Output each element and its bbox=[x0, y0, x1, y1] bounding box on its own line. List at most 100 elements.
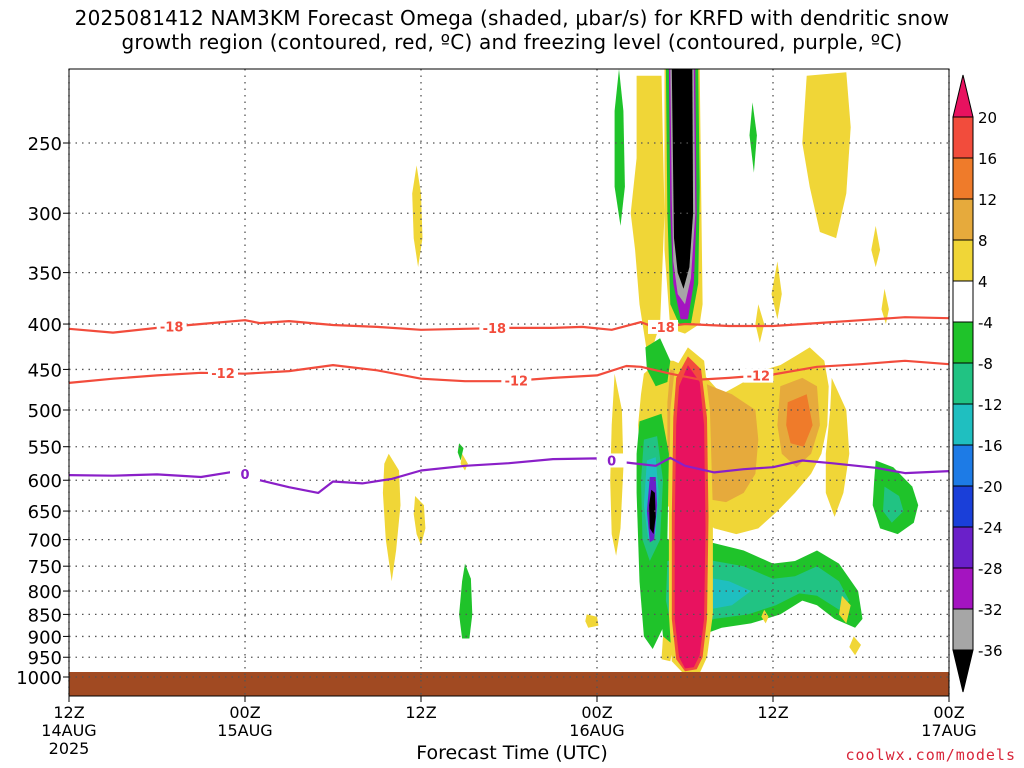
omega-region-30 bbox=[849, 636, 861, 656]
omega-shading-layer bbox=[382, 69, 919, 676]
colorbar-swatch bbox=[952, 280, 974, 323]
contour-label: 0 bbox=[240, 468, 249, 483]
colorbar-swatch bbox=[952, 116, 974, 159]
x-tick-label: 00Z 17AUG bbox=[921, 703, 976, 740]
y-tick-label: 300 bbox=[28, 204, 62, 225]
plot-frame bbox=[68, 68, 950, 697]
colorbar-swatch bbox=[952, 157, 974, 200]
colorbar-bottom-arrow bbox=[952, 649, 974, 693]
colorbar-label: -8 bbox=[978, 355, 993, 373]
omega-colorbar: 20 16 12 8 4 -4 -8 -12 -16 -20 -24 -28 -32 -36 bbox=[952, 74, 1003, 693]
omega-region-45 bbox=[674, 365, 706, 669]
omega-region-2 bbox=[382, 453, 401, 582]
y-tick-label: 750 bbox=[28, 557, 62, 578]
colorbar-label: -12 bbox=[978, 396, 1003, 414]
colorbar-swatch bbox=[952, 485, 974, 528]
contour-label: 0 bbox=[607, 454, 616, 469]
y-tick-label: 850 bbox=[28, 605, 62, 626]
omega-region-32 bbox=[645, 338, 671, 387]
omega-region-37 bbox=[649, 489, 656, 535]
colorbar-label: 16 bbox=[978, 150, 997, 168]
y-tick-label: 550 bbox=[28, 438, 62, 459]
y-tick-label: 950 bbox=[28, 648, 62, 669]
y-tick-label: 250 bbox=[28, 134, 62, 155]
colorbar-swatch bbox=[952, 403, 974, 446]
omega-region-23 bbox=[871, 225, 881, 268]
contour-layer: -18 -18 -18 -12 -12 -12 0 0 bbox=[68, 316, 950, 494]
x-tick-label: 00Z 16AUG bbox=[569, 703, 624, 740]
omega-region-28 bbox=[839, 595, 851, 624]
contour-label: -18 bbox=[483, 322, 507, 337]
colorbar-label: -16 bbox=[978, 437, 1003, 455]
y-tick-label: 1000 bbox=[16, 668, 62, 689]
contour-label-bg bbox=[479, 321, 510, 336]
omega-region-9 bbox=[614, 69, 625, 226]
colorbar-swatch bbox=[952, 362, 974, 405]
omega-region-21 bbox=[825, 377, 850, 517]
y-tick-label: 900 bbox=[28, 627, 62, 648]
contour-label: -18 bbox=[160, 321, 184, 336]
colorbar-swatch bbox=[952, 567, 974, 610]
contour-line-1 bbox=[68, 316, 950, 334]
y-tick-label: 350 bbox=[28, 264, 62, 285]
contour-label: -12 bbox=[211, 367, 235, 382]
contour-label: -12 bbox=[505, 375, 529, 390]
x-axis: 12Z 14AUG 2025 00Z 15AUG 12Z 00Z 16AUG 12Z 00Z 17A… bbox=[41, 696, 977, 758]
chart-title-line-1: 2025081412 NAM3KM Forecast Omega (shaded… bbox=[74, 6, 950, 30]
colorbar-label: -20 bbox=[978, 478, 1003, 496]
omega-region-5 bbox=[457, 443, 464, 461]
colorbar-label: -24 bbox=[978, 519, 1003, 537]
colorbar-label: 20 bbox=[978, 109, 997, 127]
contour-label-bg bbox=[208, 366, 238, 381]
omega-region-31 bbox=[661, 636, 674, 662]
y-tick-label: 500 bbox=[28, 401, 62, 422]
colorbar-label: 8 bbox=[978, 232, 988, 250]
colorbar-top-arrow bbox=[952, 74, 974, 118]
colorbar-label: -36 bbox=[978, 642, 1003, 660]
omega-region-26 bbox=[755, 304, 765, 343]
omega-region-24 bbox=[881, 288, 889, 324]
omega-region-6 bbox=[459, 563, 473, 639]
colorbar-label: -4 bbox=[978, 314, 993, 332]
colorbar-label: -28 bbox=[978, 560, 1003, 578]
contour-label: -18 bbox=[651, 321, 675, 336]
ground-below-surface bbox=[69, 672, 949, 696]
colorbar-swatch bbox=[952, 239, 974, 282]
contour-label-bg bbox=[230, 467, 260, 482]
colorbar-label: -32 bbox=[978, 601, 1003, 619]
contour-label-bg bbox=[743, 368, 774, 383]
contour-label-bg bbox=[596, 453, 627, 468]
omega-region-14 bbox=[786, 394, 813, 447]
contour-line-3 bbox=[68, 456, 950, 494]
omega-region-10 bbox=[630, 75, 665, 361]
omega-region-8 bbox=[585, 614, 599, 628]
colorbar-swatch bbox=[952, 198, 974, 241]
x-axis-title: Forecast Time (UTC) bbox=[416, 742, 608, 764]
y-tick-label: 650 bbox=[28, 502, 62, 523]
omega-region-22 bbox=[802, 72, 851, 239]
y-tick-label: 600 bbox=[28, 471, 62, 492]
omega-region-4 bbox=[460, 453, 468, 471]
y-tick-label: 700 bbox=[28, 531, 62, 552]
colorbar-swatch bbox=[952, 444, 974, 487]
contour-label-bg bbox=[501, 373, 532, 388]
x-tick-label: 00Z 15AUG bbox=[217, 703, 272, 740]
omega-region-25 bbox=[771, 261, 782, 320]
colorbar-label: 12 bbox=[978, 191, 997, 209]
x-tick-label: 12Z bbox=[405, 703, 436, 722]
site-credit: coolwx.com/models bbox=[845, 746, 1016, 764]
y-axis: 2503003504004505005506006507007508008509… bbox=[16, 134, 69, 689]
omega-region-1 bbox=[412, 165, 423, 268]
omega-region-42 bbox=[671, 69, 694, 289]
chart-title-line-2: growth region (contoured, red, ºC) and f… bbox=[121, 30, 903, 54]
x-tick-label: 12Z bbox=[757, 703, 788, 722]
y-tick-label: 450 bbox=[28, 360, 62, 381]
contour-label: -12 bbox=[747, 370, 771, 385]
y-tick-label: 400 bbox=[28, 315, 62, 336]
colorbar-label: 4 bbox=[978, 273, 988, 291]
omega-region-27 bbox=[749, 102, 757, 173]
contour-label-bg bbox=[648, 319, 678, 334]
colorbar-swatch bbox=[952, 608, 974, 651]
y-tick-label: 800 bbox=[28, 582, 62, 603]
